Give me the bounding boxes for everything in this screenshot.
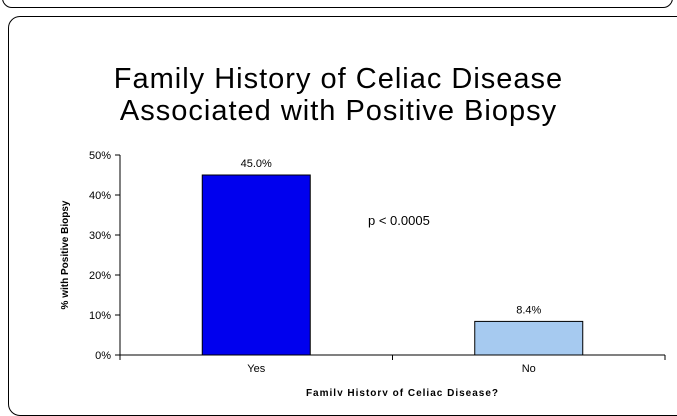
y-tick-label: 0% <box>95 350 111 362</box>
y-tick-label: 30% <box>89 230 111 242</box>
y-tick-label: 10% <box>89 310 111 322</box>
y-axis-label: % with Positive Biopsy <box>60 200 71 309</box>
y-tick-label: 50% <box>89 150 111 162</box>
bar-no <box>474 320 584 356</box>
p-value-annotation: p < 0.0005 <box>368 213 430 228</box>
bar-chart: 0% 10% 20% 30% 40% 50% 45.0% Yes 8.4% No p < 0.000… <box>60 150 666 396</box>
y-tick-label: 20% <box>89 270 111 282</box>
data-label: 45.0% <box>241 158 272 170</box>
chart-title-line-2: Associated with Positive Biopsy <box>119 95 558 127</box>
x-tick-label: Yes <box>247 363 265 375</box>
x-tick-label: No <box>522 363 536 375</box>
y-tick-label: 40% <box>89 190 111 202</box>
chart-title-line-1: Family History of Celiac Disease <box>113 63 564 95</box>
x-axis-label: Family History of Celiac Disease? <box>306 388 499 396</box>
data-label: 8.4% <box>516 304 541 316</box>
bar-yes <box>201 174 311 356</box>
